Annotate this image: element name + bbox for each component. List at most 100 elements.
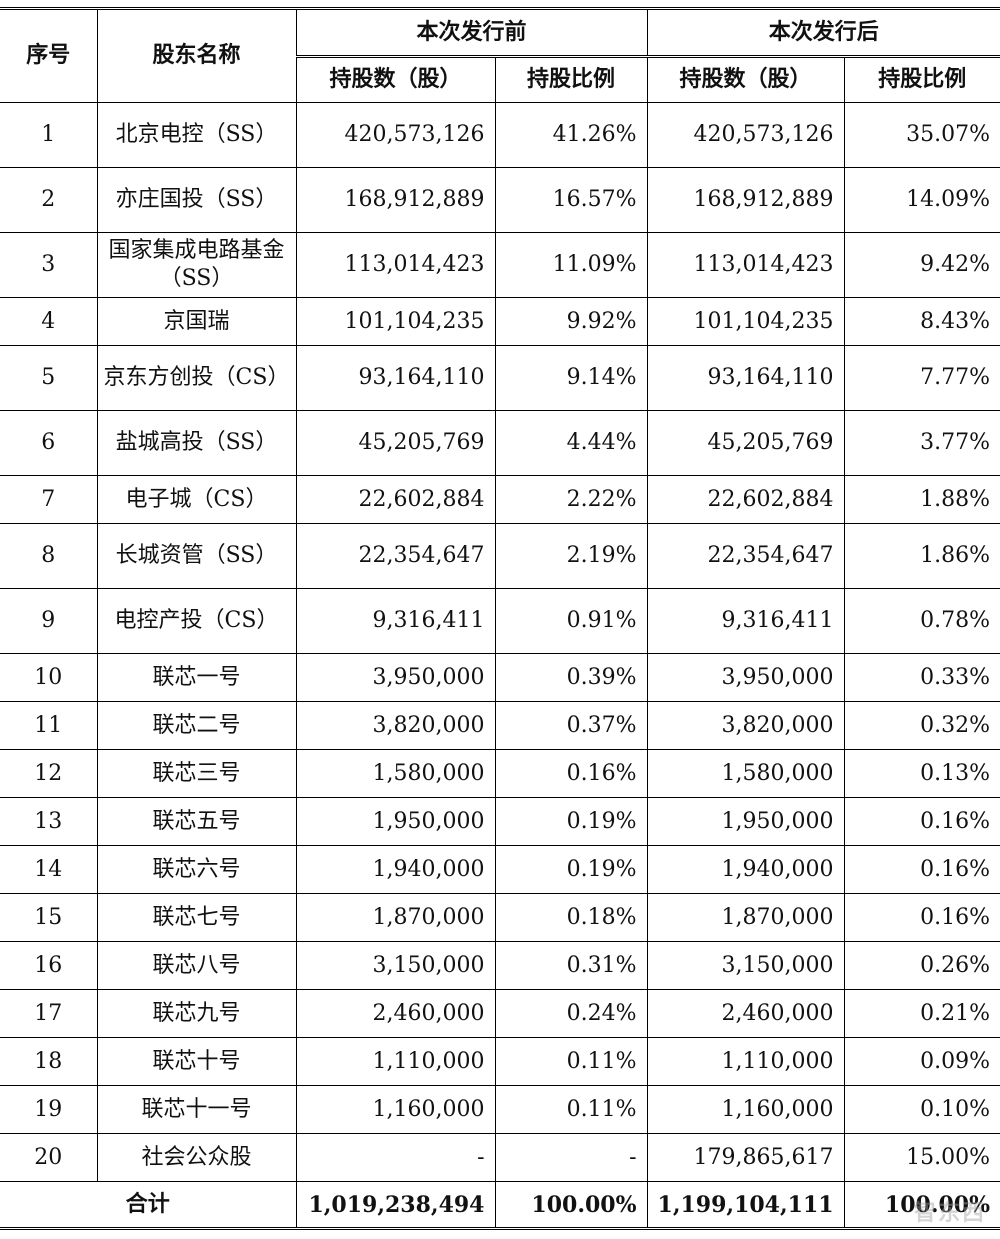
before-ratio-cell: 16.57%	[494, 167, 648, 233]
after-ratio-cell: 0.09%	[843, 1037, 1000, 1086]
after-ratio-cell: 0.10%	[843, 1085, 1000, 1134]
table-row: 5 京东方创投（CS） 93,164,110 9.14% 93,164,110 7.77%	[0, 345, 1000, 411]
table-row: 12 联芯三号 1,580,000 0.16% 1,580,000 0.13%	[0, 749, 1000, 798]
shareholder-name-cell: 长城资管（SS）	[96, 523, 297, 589]
shareholder-name-cell: 电子城（CS）	[96, 475, 297, 524]
before-ratio-cell: 0.11%	[494, 1085, 648, 1134]
before-ratio-cell: 0.16%	[494, 749, 648, 798]
table-row: 18 联芯十号 1,110,000 0.11% 1,110,000 0.09%	[0, 1037, 1000, 1086]
after-shares-cell: 2,460,000	[646, 989, 845, 1038]
seq-cell: 10	[0, 653, 98, 702]
table-row: 3 国家集成电路基金（SS） 113,014,423 11.09% 113,014,42…	[0, 232, 1000, 298]
after-ratio-header: 持股比例	[843, 56, 1000, 103]
seq-cell: 17	[0, 989, 98, 1038]
seq-cell: 8	[0, 523, 98, 589]
shareholder-name-cell: 社会公众股	[96, 1133, 297, 1182]
shareholder-name-cell: 北京电控（SS）	[96, 102, 297, 168]
after-ratio-cell: 0.33%	[843, 653, 1000, 702]
after-shares-cell: 1,950,000	[646, 797, 845, 846]
shareholder-name-cell: 联芯十号	[96, 1037, 297, 1086]
after-ratio-cell: 0.13%	[843, 749, 1000, 798]
seq-cell: 16	[0, 941, 98, 990]
total-before-shares: 1,019,238,494	[295, 1181, 496, 1229]
seq-cell: 19	[0, 1085, 98, 1134]
after-ratio-cell: 9.42%	[843, 232, 1000, 298]
after-shares-cell: 3,950,000	[646, 653, 845, 702]
after-ratio-cell: 8.43%	[843, 297, 1000, 346]
shareholder-name-cell: 联芯三号	[96, 749, 297, 798]
before-shares-cell: 420,573,126	[295, 102, 496, 168]
seq-cell: 14	[0, 845, 98, 894]
before-shares-cell: 3,950,000	[295, 653, 496, 702]
before-ratio-cell: 0.39%	[494, 653, 648, 702]
after-shares-cell: 22,354,647	[646, 523, 845, 589]
after-ratio-cell: 0.16%	[843, 893, 1000, 942]
before-ratio-cell: 2.19%	[494, 523, 648, 589]
after-shares-cell: 1,580,000	[646, 749, 845, 798]
seq-cell: 12	[0, 749, 98, 798]
before-ratio-cell: 0.24%	[494, 989, 648, 1038]
after-shares-cell: 1,160,000	[646, 1085, 845, 1134]
before-shares-cell: 1,160,000	[295, 1085, 496, 1134]
seq-cell: 5	[0, 345, 98, 411]
table-row: 17 联芯九号 2,460,000 0.24% 2,460,000 0.21%	[0, 989, 1000, 1038]
after-ratio-cell: 35.07%	[843, 102, 1000, 168]
seq-cell: 9	[0, 588, 98, 654]
table-row: 1 北京电控（SS） 420,573,126 41.26% 420,573,126 35.…	[0, 102, 1000, 168]
after-header: 本次发行后	[646, 8, 1000, 57]
after-shares-cell: 3,820,000	[646, 701, 845, 750]
total-after-ratio: 100.00%	[843, 1181, 1000, 1229]
table-row: 19 联芯十一号 1,160,000 0.11% 1,160,000 0.10%	[0, 1085, 1000, 1134]
after-shares-cell: 168,912,889	[646, 167, 845, 233]
total-before-ratio: 100.00%	[494, 1181, 648, 1229]
shareholder-name-cell: 亦庄国投（SS）	[96, 167, 297, 233]
before-ratio-header: 持股比例	[494, 56, 648, 103]
before-ratio-cell: 0.37%	[494, 701, 648, 750]
before-ratio-cell: 0.31%	[494, 941, 648, 990]
after-shares-cell: 45,205,769	[646, 410, 845, 476]
seq-cell: 4	[0, 297, 98, 346]
after-ratio-cell: 1.86%	[843, 523, 1000, 589]
shareholder-name-cell: 联芯五号	[96, 797, 297, 846]
after-shares-cell: 93,164,110	[646, 345, 845, 411]
seq-cell: 3	[0, 232, 98, 298]
shareholder-name-cell: 电控产投（CS）	[96, 588, 297, 654]
after-shares-cell: 420,573,126	[646, 102, 845, 168]
seq-cell: 13	[0, 797, 98, 846]
before-shares-cell: 1,870,000	[295, 893, 496, 942]
before-shares-header: 持股数（股）	[296, 56, 496, 103]
before-ratio-cell: -	[494, 1133, 648, 1182]
before-shares-cell: 45,205,769	[295, 410, 496, 476]
after-shares-cell: 101,104,235	[646, 297, 845, 346]
before-shares-cell: 3,150,000	[295, 941, 496, 990]
before-ratio-cell: 0.11%	[494, 1037, 648, 1086]
table-row: 15 联芯七号 1,870,000 0.18% 1,870,000 0.16%	[0, 893, 1000, 942]
before-ratio-cell: 41.26%	[494, 102, 648, 168]
table-body: 1 北京电控（SS） 420,573,126 41.26% 420,573,126 35.…	[0, 102, 1000, 1182]
before-shares-cell: 1,580,000	[295, 749, 496, 798]
name-header: 股东名称	[96, 8, 297, 103]
seq-cell: 20	[0, 1133, 98, 1182]
shareholder-name-cell: 联芯七号	[96, 893, 297, 942]
shareholder-name-cell: 国家集成电路基金（SS）	[96, 232, 297, 298]
before-ratio-cell: 4.44%	[494, 410, 648, 476]
after-shares-cell: 1,940,000	[646, 845, 845, 894]
seq-cell: 7	[0, 475, 98, 524]
after-ratio-cell: 7.77%	[843, 345, 1000, 411]
table-row: 6 盐城高投（SS） 45,205,769 4.44% 45,205,769 3.77%	[0, 410, 1000, 476]
before-shares-cell: 2,460,000	[295, 989, 496, 1038]
table-row: 7 电子城（CS） 22,602,884 2.22% 22,602,884 1.88%	[0, 475, 1000, 524]
after-shares-cell: 3,150,000	[646, 941, 845, 990]
after-ratio-cell: 3.77%	[843, 410, 1000, 476]
shareholder-table: 序号 股东名称 本次发行前 本次发行后 持股数（股） 持股比例 持股数（股） 持…	[0, 7, 1000, 1230]
total-label: 合计	[0, 1181, 297, 1229]
watermark-logo: 智东西	[913, 1201, 986, 1226]
after-shares-cell: 1,870,000	[646, 893, 845, 942]
before-ratio-cell: 0.19%	[494, 797, 648, 846]
before-shares-cell: 22,354,647	[295, 523, 496, 589]
after-shares-cell: 113,014,423	[646, 232, 845, 298]
shareholder-name-cell: 联芯二号	[96, 701, 297, 750]
before-header: 本次发行前	[295, 8, 648, 57]
table-row: 14 联芯六号 1,940,000 0.19% 1,940,000 0.16%	[0, 845, 1000, 894]
before-shares-cell: -	[295, 1133, 496, 1182]
